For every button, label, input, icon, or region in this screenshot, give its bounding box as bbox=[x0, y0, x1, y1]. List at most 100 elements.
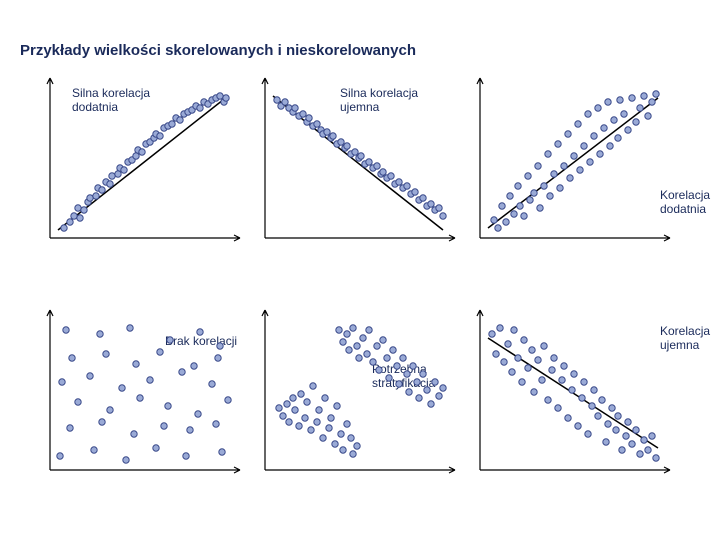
scatter-point bbox=[131, 431, 137, 437]
scatter-point bbox=[414, 379, 420, 385]
scatter-point bbox=[139, 149, 145, 155]
scatter-point bbox=[420, 195, 426, 201]
scatter-point bbox=[436, 205, 442, 211]
scatter-point bbox=[589, 403, 595, 409]
scatter-point bbox=[380, 169, 386, 175]
scatter-point bbox=[400, 355, 406, 361]
scatter-point bbox=[197, 105, 203, 111]
scatter-point bbox=[292, 105, 298, 111]
scatter-point bbox=[147, 377, 153, 383]
scatter-point bbox=[119, 385, 125, 391]
scatter-point bbox=[334, 403, 340, 409]
scatter-point bbox=[290, 395, 296, 401]
scatter-point bbox=[495, 225, 501, 231]
scatter-point bbox=[440, 385, 446, 391]
scatter-point bbox=[545, 151, 551, 157]
scatter-point bbox=[561, 363, 567, 369]
scatter-point bbox=[322, 395, 328, 401]
scatter-point bbox=[350, 451, 356, 457]
scatter-point bbox=[390, 347, 396, 353]
scatter-point bbox=[541, 343, 547, 349]
scatter-point bbox=[537, 205, 543, 211]
scatter-point bbox=[521, 213, 527, 219]
scatter-point bbox=[388, 173, 394, 179]
scatter-point bbox=[165, 403, 171, 409]
scatter-point bbox=[394, 363, 400, 369]
scatter-point bbox=[326, 425, 332, 431]
scatter-point bbox=[625, 127, 631, 133]
scatter-point bbox=[71, 213, 77, 219]
scatter-point bbox=[103, 351, 109, 357]
scatter-point bbox=[179, 369, 185, 375]
scatter-point bbox=[107, 181, 113, 187]
scatter-point bbox=[432, 379, 438, 385]
scatter-point bbox=[404, 371, 410, 377]
chart-positive bbox=[475, 73, 675, 243]
scatter-point bbox=[376, 367, 382, 373]
scatter-point bbox=[169, 121, 175, 127]
scatter-point bbox=[517, 203, 523, 209]
page-title: Przykłady wielkości skorelowanych i nies… bbox=[20, 42, 416, 59]
scatter-point bbox=[354, 443, 360, 449]
scatter-point bbox=[551, 355, 557, 361]
scatter-point bbox=[340, 447, 346, 453]
scatter-point bbox=[436, 393, 442, 399]
scatter-point bbox=[575, 423, 581, 429]
scatter-point bbox=[629, 441, 635, 447]
scatter-point bbox=[123, 457, 129, 463]
scatter-point bbox=[547, 193, 553, 199]
scatter-point bbox=[274, 97, 280, 103]
scatter-point bbox=[601, 125, 607, 131]
scatter-point bbox=[330, 133, 336, 139]
scatter-point bbox=[99, 187, 105, 193]
scatter-point bbox=[300, 111, 306, 117]
scatter-point bbox=[551, 171, 557, 177]
scatter-point bbox=[75, 399, 81, 405]
scatter-point bbox=[302, 415, 308, 421]
chart-stratification bbox=[260, 305, 460, 475]
scatter-point bbox=[575, 121, 581, 127]
scatter-point bbox=[57, 453, 63, 459]
scatter-point bbox=[167, 337, 173, 343]
scatter-point bbox=[292, 407, 298, 413]
scatter-point bbox=[324, 129, 330, 135]
scatter-point bbox=[653, 91, 659, 97]
scatter-point bbox=[63, 327, 69, 333]
scatter-point bbox=[296, 423, 302, 429]
scatter-point bbox=[384, 355, 390, 361]
scatter-point bbox=[344, 421, 350, 427]
scatter-point bbox=[396, 179, 402, 185]
scatter-point bbox=[561, 163, 567, 169]
scatter-point bbox=[525, 365, 531, 371]
scatter-point bbox=[497, 325, 503, 331]
scatter-point bbox=[587, 159, 593, 165]
scatter-point bbox=[67, 219, 73, 225]
scatter-point bbox=[137, 395, 143, 401]
scatter-point bbox=[406, 389, 412, 395]
scatter-point bbox=[507, 193, 513, 199]
scatter-point bbox=[501, 359, 507, 365]
scatter-point bbox=[209, 381, 215, 387]
scatter-point bbox=[539, 377, 545, 383]
scatter-point bbox=[99, 419, 105, 425]
scatter-point bbox=[298, 391, 304, 397]
scatter-point bbox=[157, 133, 163, 139]
scatter-point bbox=[641, 93, 647, 99]
scatter-point bbox=[358, 153, 364, 159]
scatter-point bbox=[93, 193, 99, 199]
scatter-point bbox=[424, 387, 430, 393]
scatter-point bbox=[599, 397, 605, 403]
scatter-point bbox=[420, 371, 426, 377]
scatter-point bbox=[364, 351, 370, 357]
scatter-point bbox=[585, 431, 591, 437]
scatter-point bbox=[603, 439, 609, 445]
scatter-point bbox=[197, 329, 203, 335]
scatter-point bbox=[157, 349, 163, 355]
scatter-point bbox=[133, 361, 139, 367]
scatter-point bbox=[611, 117, 617, 123]
scatter-point bbox=[67, 425, 73, 431]
chart-none bbox=[45, 305, 245, 475]
scatter-point bbox=[637, 451, 643, 457]
scatter-point bbox=[565, 415, 571, 421]
scatter-point bbox=[133, 153, 139, 159]
